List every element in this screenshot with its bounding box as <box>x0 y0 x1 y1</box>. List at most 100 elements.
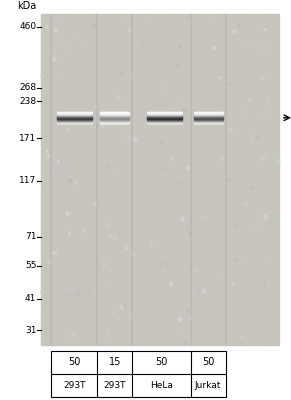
Circle shape <box>230 128 233 132</box>
Text: 268: 268 <box>19 83 36 92</box>
Circle shape <box>197 290 199 292</box>
Circle shape <box>52 168 54 171</box>
Circle shape <box>120 306 124 309</box>
Circle shape <box>267 143 270 146</box>
Circle shape <box>68 112 70 116</box>
Text: 50: 50 <box>155 357 168 367</box>
Circle shape <box>167 264 169 266</box>
Text: 117: 117 <box>19 176 36 185</box>
Circle shape <box>72 334 74 337</box>
Circle shape <box>60 18 62 20</box>
Circle shape <box>187 221 190 224</box>
Circle shape <box>244 201 247 205</box>
Circle shape <box>262 160 263 162</box>
Circle shape <box>95 319 96 320</box>
Circle shape <box>266 49 269 52</box>
Circle shape <box>129 29 131 32</box>
Circle shape <box>83 229 85 232</box>
Circle shape <box>134 137 137 141</box>
Circle shape <box>47 133 49 136</box>
Circle shape <box>189 232 192 236</box>
Circle shape <box>178 317 182 321</box>
Circle shape <box>246 138 247 139</box>
Circle shape <box>62 68 63 69</box>
Circle shape <box>106 282 108 284</box>
Circle shape <box>224 273 225 274</box>
Circle shape <box>84 274 86 277</box>
Circle shape <box>55 29 58 33</box>
Circle shape <box>87 289 90 292</box>
Circle shape <box>95 46 97 49</box>
Circle shape <box>133 254 134 256</box>
Circle shape <box>130 76 131 77</box>
Circle shape <box>189 316 192 320</box>
Text: HeLa: HeLa <box>150 382 173 390</box>
Circle shape <box>171 108 173 109</box>
Circle shape <box>267 99 270 102</box>
Circle shape <box>264 114 265 115</box>
Circle shape <box>103 263 105 265</box>
Circle shape <box>45 25 48 28</box>
Circle shape <box>176 65 179 68</box>
Circle shape <box>129 136 132 140</box>
Circle shape <box>205 216 206 218</box>
Circle shape <box>229 82 231 85</box>
Circle shape <box>162 269 164 271</box>
Circle shape <box>172 158 173 160</box>
Circle shape <box>54 16 57 19</box>
Text: 31: 31 <box>25 326 36 334</box>
Text: 50: 50 <box>68 357 80 367</box>
Circle shape <box>68 179 72 183</box>
Circle shape <box>53 161 56 165</box>
Circle shape <box>152 207 155 211</box>
Circle shape <box>243 262 244 264</box>
Circle shape <box>128 86 131 90</box>
Circle shape <box>139 261 142 265</box>
Circle shape <box>251 187 254 190</box>
Circle shape <box>170 282 173 286</box>
Circle shape <box>58 169 62 174</box>
Circle shape <box>269 219 272 223</box>
Circle shape <box>43 189 44 190</box>
Circle shape <box>68 49 71 52</box>
Circle shape <box>107 224 110 226</box>
Circle shape <box>163 110 166 114</box>
Circle shape <box>157 187 159 190</box>
Circle shape <box>182 109 186 113</box>
Circle shape <box>239 274 240 275</box>
Circle shape <box>230 255 231 256</box>
Circle shape <box>132 131 134 134</box>
Circle shape <box>256 261 259 264</box>
Circle shape <box>184 340 187 344</box>
Text: 460: 460 <box>19 22 36 32</box>
Circle shape <box>100 118 103 121</box>
Circle shape <box>181 217 184 221</box>
Circle shape <box>45 238 46 239</box>
Text: 41: 41 <box>25 294 36 303</box>
Circle shape <box>200 91 203 94</box>
Circle shape <box>107 336 108 338</box>
Circle shape <box>108 332 110 334</box>
Circle shape <box>109 152 111 154</box>
Circle shape <box>264 215 267 219</box>
Circle shape <box>148 84 151 86</box>
Circle shape <box>66 212 69 215</box>
Circle shape <box>134 74 135 76</box>
Text: 293T: 293T <box>63 382 86 390</box>
Circle shape <box>263 58 264 59</box>
Circle shape <box>177 180 180 184</box>
Circle shape <box>190 113 192 116</box>
Bar <box>41 14 279 345</box>
Circle shape <box>94 104 97 108</box>
Circle shape <box>198 170 201 174</box>
Circle shape <box>240 189 242 191</box>
Circle shape <box>71 213 72 214</box>
Circle shape <box>167 327 168 328</box>
Circle shape <box>61 279 63 281</box>
Circle shape <box>213 21 215 23</box>
Circle shape <box>192 315 196 319</box>
Circle shape <box>69 232 70 234</box>
Circle shape <box>244 112 245 113</box>
Circle shape <box>161 263 163 266</box>
Circle shape <box>255 134 256 136</box>
